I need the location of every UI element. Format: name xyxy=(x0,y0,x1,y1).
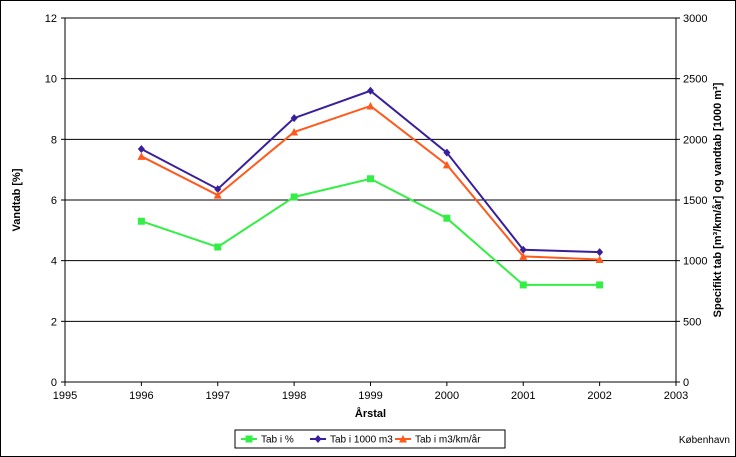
grid-lines xyxy=(65,78,676,322)
y-left-tick-label: 0 xyxy=(51,377,57,389)
x-tick-label: 2002 xyxy=(587,390,611,402)
x-tick-label: 1998 xyxy=(282,390,306,402)
series-layer xyxy=(137,86,604,289)
y-right-tick-label: 2000 xyxy=(683,134,707,146)
data-point xyxy=(366,101,375,110)
series-diamond xyxy=(137,86,604,257)
data-point xyxy=(137,145,145,154)
x-tick-label: 2003 xyxy=(664,390,688,402)
legend-label: Tab i % xyxy=(261,435,294,446)
x-tick-label: 1996 xyxy=(129,390,153,402)
legend-label: Tab i m3/km/år xyxy=(415,434,481,446)
data-point xyxy=(137,152,146,160)
data-point xyxy=(290,128,299,136)
data-point xyxy=(443,214,451,222)
y-left-tick-label: 12 xyxy=(45,13,57,25)
legend: Tab i % Tab i 1000 m3 Tab i m3/km/år xyxy=(234,429,506,449)
data-point xyxy=(290,114,298,123)
series-triangle xyxy=(137,101,604,263)
y-axis-left-title: Vandtab [%] xyxy=(11,168,23,231)
y-left-tick-label: 10 xyxy=(45,74,57,86)
data-point xyxy=(443,148,451,157)
data-point xyxy=(367,86,374,95)
y-axis-right-title: Specifikt tab [m³/km/år] og vandtab [100… xyxy=(712,82,724,317)
data-point xyxy=(519,252,528,260)
legend-item: Tab i 1000 m3 xyxy=(310,435,393,446)
data-point xyxy=(214,243,222,251)
data-point xyxy=(595,255,604,263)
legend-box xyxy=(234,429,506,449)
data-point xyxy=(314,435,322,443)
x-tick-label: 2000 xyxy=(435,390,459,402)
y-right-tick-label: 2500 xyxy=(683,74,707,86)
data-point xyxy=(399,435,407,443)
legend-item: Tab i m3/km/år xyxy=(395,434,481,446)
y-right-tick-label: 1000 xyxy=(683,256,707,268)
x-tick-label: 1999 xyxy=(358,390,382,402)
y-left-tick-label: 6 xyxy=(51,195,57,207)
y-left-tick-label: 4 xyxy=(51,256,57,268)
y-right-tick-label: 0 xyxy=(683,377,689,389)
y-right-tick-label: 3000 xyxy=(683,13,707,25)
data-point xyxy=(245,435,253,443)
y-right-tick-label: 500 xyxy=(683,316,701,328)
axis-ticks: 0 2 4 6 8 10 12 0 500 1000 1500 2000 2500 3000 1995 199… xyxy=(45,13,708,402)
data-point xyxy=(519,281,527,289)
x-axis-title: Årstal xyxy=(355,407,386,420)
data-point xyxy=(596,248,604,257)
data-point xyxy=(519,245,527,254)
x-tick-label: 2001 xyxy=(511,390,535,402)
data-point xyxy=(213,191,222,199)
y-left-tick-label: 8 xyxy=(51,134,57,146)
y-right-tick-label: 1500 xyxy=(683,195,707,207)
city-annotation: København xyxy=(679,435,730,446)
x-tick-label: 1995 xyxy=(53,390,77,402)
data-point xyxy=(137,217,145,225)
series-square xyxy=(137,175,604,289)
legend-item: Tab i % xyxy=(241,435,294,446)
data-point xyxy=(290,193,298,201)
data-point xyxy=(596,281,604,289)
x-tick-label: 1997 xyxy=(206,390,230,402)
data-point xyxy=(442,160,451,169)
y-left-tick-label: 2 xyxy=(51,316,57,328)
data-point xyxy=(214,185,222,194)
legend-label: Tab i 1000 m3 xyxy=(330,435,393,446)
data-point xyxy=(367,175,374,183)
